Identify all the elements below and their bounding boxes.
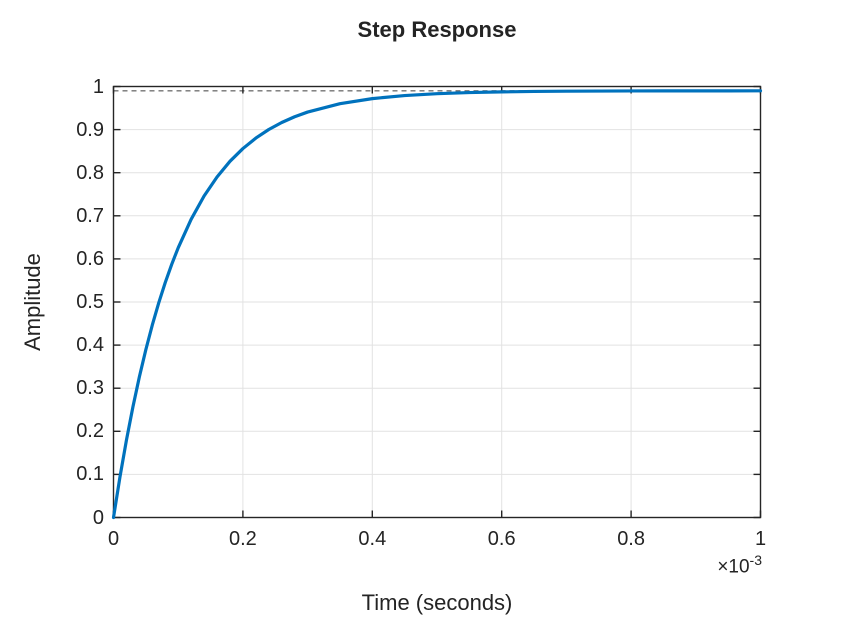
x-exponent-power: -3 xyxy=(749,552,762,568)
x-axis-label: Time (seconds) xyxy=(361,590,513,615)
x-tick-label: 1 xyxy=(754,528,767,550)
y-tick-label: 0.5 xyxy=(76,291,104,313)
y-tick-label: 0.6 xyxy=(76,247,104,270)
y-axis-label: Amplitude xyxy=(20,253,45,351)
x-tick-label: 0.6 xyxy=(487,528,516,550)
plot-box-border xyxy=(112,85,762,519)
y-tick-label: 0.7 xyxy=(76,204,104,227)
x-tick-label: 0.8 xyxy=(617,528,645,550)
y-tick-label: 0.3 xyxy=(76,377,104,400)
x-exponent-base: ×10 xyxy=(717,556,750,578)
y-tick-label: 0.8 xyxy=(76,161,104,184)
y-tick-label: 0.9 xyxy=(76,118,104,141)
x-axis-exponent: ×10-3 xyxy=(602,552,762,578)
y-tick-label: 0.2 xyxy=(76,420,104,443)
y-tick-label: 1 xyxy=(92,75,104,98)
x-tick-label: 0.4 xyxy=(358,528,387,550)
y-tick-label: 0 xyxy=(92,506,104,529)
x-tick-label: 0.2 xyxy=(228,528,257,550)
step-response-curve xyxy=(111,89,763,520)
y-tick-label: 0.1 xyxy=(76,463,104,486)
y-tick-label: 0.4 xyxy=(76,334,104,357)
chart-title: Step Response xyxy=(357,17,517,42)
x-tick-label: 0 xyxy=(107,528,120,550)
